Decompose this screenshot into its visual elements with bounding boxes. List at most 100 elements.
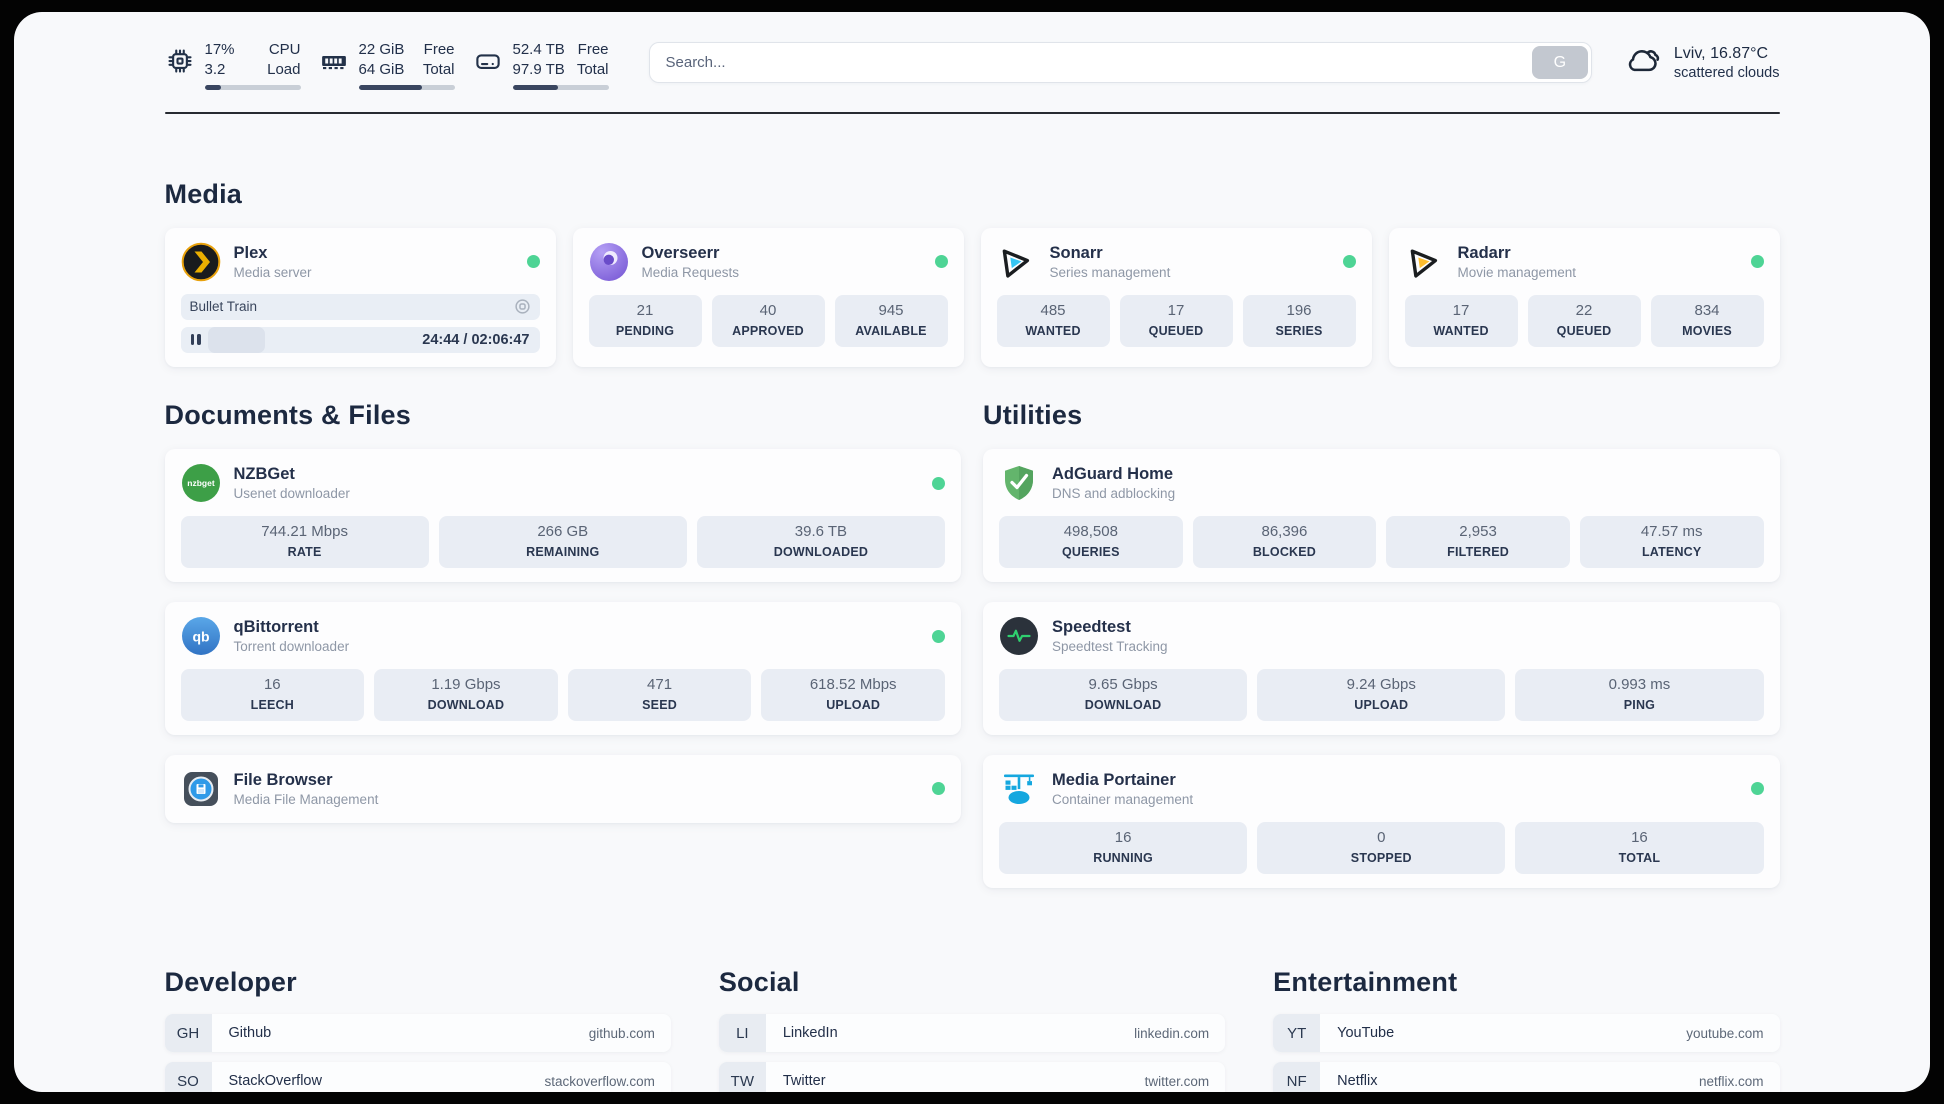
stat-box-latency: 47.57 ms LATENCY bbox=[1579, 516, 1764, 569]
bookmark-stackoverflow[interactable]: SO StackOverflow stackoverflow.com bbox=[164, 1062, 671, 1092]
plex-now-playing: Bullet Train 24:44 / 02:06:47 bbox=[180, 293, 540, 353]
weather-location-temp: Lviv, 16.87°C bbox=[1673, 44, 1769, 62]
pause-icon[interactable] bbox=[190, 334, 201, 346]
memory-free-label: Free bbox=[423, 41, 455, 58]
overseerr-card[interactable]: Overseerr Media Requests 21 PENDING 40 A… bbox=[572, 227, 964, 367]
stackoverflow-badge: SO bbox=[164, 1062, 212, 1092]
stat-box-download: 1.19 Gbps DOWNLOAD bbox=[374, 669, 558, 721]
sonarr-status-dot bbox=[1342, 255, 1356, 269]
stat-box-approved: 40 APPROVED bbox=[711, 294, 825, 347]
stat-box-total: 16 TOTAL bbox=[1515, 821, 1764, 874]
cpu-usage-bar bbox=[204, 84, 301, 90]
plex-card[interactable]: Plex Media server Bullet Train bbox=[164, 227, 556, 367]
memory-total-label: Total bbox=[422, 60, 455, 78]
radarr-card[interactable]: Radarr Movie management 17 WANTED 22 QUE… bbox=[1388, 227, 1780, 367]
bookmark-netflix[interactable]: NF Netflix netflix.com bbox=[1273, 1062, 1780, 1092]
plex-track-title: Bullet Train bbox=[189, 299, 258, 315]
stat-box-download: 9.65 Gbps DOWNLOAD bbox=[999, 669, 1248, 721]
filebrowser-icon bbox=[181, 769, 221, 809]
nzbget-card[interactable]: nzbget NZBGet Usenet downloader 744.21 M… bbox=[164, 449, 961, 583]
plex-playback-time: 24:44 / 02:06:47 bbox=[422, 331, 530, 348]
developer-links: Developer GH Github github.com SO StackO… bbox=[164, 938, 671, 1092]
plex-progress-fill bbox=[207, 326, 265, 353]
sonarr-title: Sonarr bbox=[1049, 243, 1103, 262]
qbittorrent-card[interactable]: qb qBittorrent Torrent downloader 16 LEE… bbox=[164, 602, 961, 735]
stat-box-downloaded: 39.6 TB DOWNLOADED bbox=[696, 516, 946, 569]
cloud-icon bbox=[1622, 42, 1662, 83]
disk-icon bbox=[473, 40, 503, 90]
stat-box-wanted: 17 WANTED bbox=[1404, 294, 1518, 347]
storage-usage-bar bbox=[512, 84, 609, 90]
stat-box-upload: 9.24 Gbps UPLOAD bbox=[1257, 669, 1506, 721]
stat-box-leech: 16 LEECH bbox=[180, 669, 365, 721]
radarr-title: Radarr bbox=[1457, 243, 1511, 262]
qbittorrent-status-dot bbox=[932, 629, 945, 643]
section-title-entertainment: Entertainment bbox=[1273, 966, 1458, 997]
stat-box-blocked: 86,396 BLOCKED bbox=[1192, 516, 1377, 569]
section-title-utilities: Utilities bbox=[983, 399, 1083, 430]
bookmark-twitter[interactable]: TW Twitter twitter.com bbox=[718, 1062, 1226, 1092]
cpu-load-label: Load bbox=[267, 60, 301, 78]
cpu-usage-bar-fill bbox=[204, 84, 221, 90]
session-target-icon[interactable] bbox=[514, 298, 531, 315]
storage-metric: 52.4 TB 97.9 TB Free Total bbox=[473, 40, 609, 90]
stat-box-seed: 471 SEED bbox=[567, 669, 752, 721]
storage-usage-bar-fill bbox=[512, 84, 558, 90]
social-links: Social LI LinkedIn linkedin.com TW Twitt… bbox=[718, 938, 1226, 1092]
qbittorrent-icon: qb bbox=[181, 616, 221, 656]
portainer-icon bbox=[999, 769, 1039, 809]
stat-box-available: 945 AVAILABLE bbox=[834, 294, 948, 347]
stat-box-running: 16 RUNNING bbox=[999, 821, 1248, 874]
stat-box-movies: 834 MOVIES bbox=[1650, 294, 1764, 347]
storage-total-value: 97.9 TB bbox=[512, 60, 565, 78]
sonarr-icon bbox=[997, 242, 1037, 282]
bookmark-youtube[interactable]: YT YouTube youtube.com bbox=[1273, 1014, 1780, 1053]
stat-box-queued: 17 QUEUED bbox=[1119, 294, 1233, 347]
qbittorrent-title: qBittorrent bbox=[233, 618, 319, 637]
stat-box-remaining: 266 GB REMAINING bbox=[438, 516, 687, 569]
plex-progress-row: 24:44 / 02:06:47 bbox=[180, 326, 540, 353]
overseerr-subtitle: Media Requests bbox=[641, 264, 740, 280]
adguard-card[interactable]: AdGuard Home DNS and adblocking 498,508 … bbox=[983, 449, 1780, 583]
speedtest-card[interactable]: Speedtest Speedtest Tracking 9.65 Gbps D… bbox=[983, 602, 1780, 735]
portainer-card[interactable]: Media Portainer Container management 16 … bbox=[983, 754, 1780, 888]
speedtest-subtitle: Speedtest Tracking bbox=[1052, 639, 1168, 655]
cpu-load-value: 3.2 bbox=[204, 60, 226, 78]
linkedin-badge: LI bbox=[718, 1014, 766, 1053]
plex-icon bbox=[181, 242, 221, 282]
weather-condition: scattered clouds bbox=[1673, 64, 1780, 81]
svg-text:qb: qb bbox=[192, 629, 209, 645]
bookmark-github[interactable]: GH Github github.com bbox=[164, 1014, 671, 1053]
stat-box-queries: 498,508 QUERIES bbox=[999, 516, 1183, 569]
memory-usage-bar-fill bbox=[358, 84, 422, 90]
section-title-developer: Developer bbox=[164, 966, 297, 997]
stat-box-rate: 744.21 Mbps RATE bbox=[180, 516, 429, 569]
nzbget-subtitle: Usenet downloader bbox=[233, 486, 350, 502]
section-title-social: Social bbox=[718, 966, 800, 997]
header-divider bbox=[164, 111, 1780, 114]
search-engine-button[interactable]: G bbox=[1531, 46, 1588, 79]
section-title-documents: Documents & Files bbox=[164, 399, 411, 430]
speedtest-icon bbox=[999, 616, 1039, 656]
filebrowser-card[interactable]: File Browser Media File Management bbox=[164, 754, 961, 823]
stat-box-wanted: 485 WANTED bbox=[996, 294, 1110, 347]
plex-status-dot bbox=[526, 255, 540, 269]
radarr-status-dot bbox=[1750, 255, 1764, 269]
adguard-subtitle: DNS and adblocking bbox=[1052, 486, 1176, 502]
portainer-subtitle: Container management bbox=[1052, 791, 1194, 807]
documents-column: Documents & Files nzbget NZBGet Usenet d bbox=[164, 367, 961, 908]
adguard-icon bbox=[999, 463, 1039, 503]
twitter-badge: TW bbox=[718, 1062, 766, 1092]
search-input[interactable] bbox=[648, 42, 1592, 83]
overseerr-title: Overseerr bbox=[641, 243, 720, 262]
storage-free-value: 52.4 TB bbox=[512, 41, 565, 58]
speedtest-title: Speedtest bbox=[1052, 618, 1131, 637]
overseerr-status-dot bbox=[934, 255, 948, 269]
top-bar: 17% 3.2 CPU Load bbox=[165, 12, 1780, 90]
search-bar: G bbox=[648, 42, 1592, 83]
nzbget-icon: nzbget bbox=[181, 463, 221, 503]
sonarr-card[interactable]: Sonarr Series management 485 WANTED 17 Q… bbox=[980, 227, 1372, 367]
plex-title: Plex bbox=[233, 243, 268, 262]
github-badge: GH bbox=[164, 1014, 212, 1053]
bookmark-linkedin[interactable]: LI LinkedIn linkedin.com bbox=[718, 1014, 1226, 1053]
